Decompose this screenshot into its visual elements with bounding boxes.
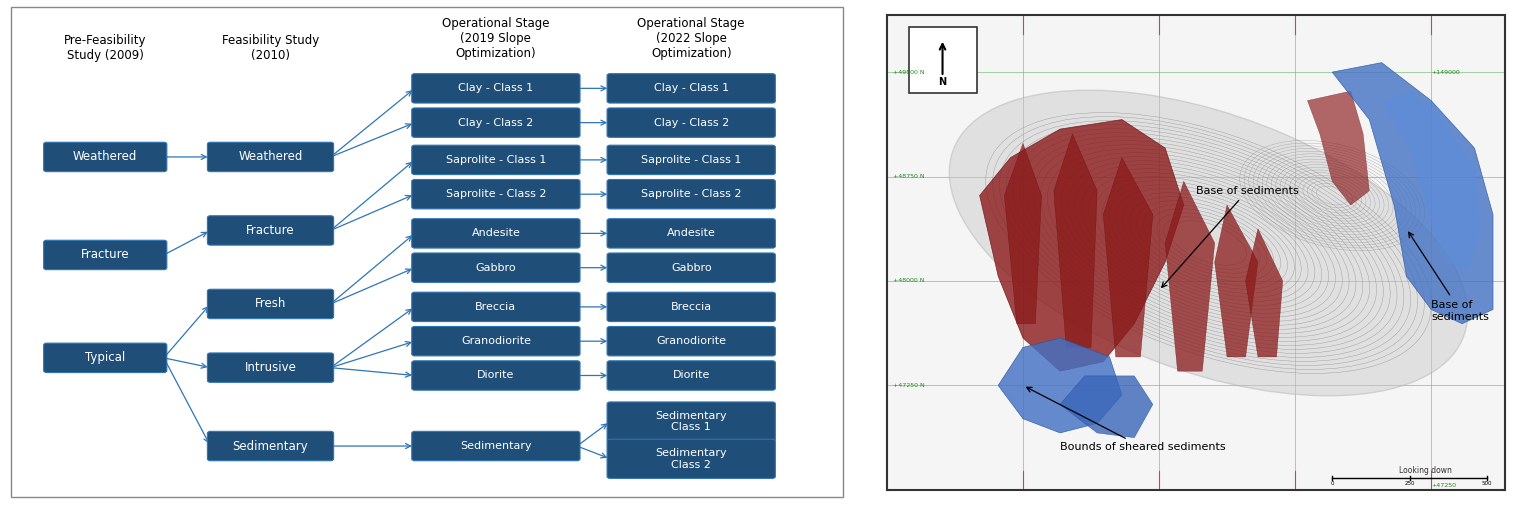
Text: Fresh: Fresh: [255, 297, 287, 311]
FancyBboxPatch shape: [412, 179, 581, 209]
Polygon shape: [1060, 376, 1152, 438]
FancyBboxPatch shape: [412, 327, 581, 356]
Text: N: N: [938, 77, 946, 87]
FancyBboxPatch shape: [412, 253, 581, 282]
Polygon shape: [1166, 181, 1214, 371]
Polygon shape: [1307, 91, 1369, 205]
FancyBboxPatch shape: [412, 74, 581, 103]
FancyBboxPatch shape: [412, 219, 581, 248]
FancyBboxPatch shape: [208, 142, 334, 172]
Polygon shape: [1246, 229, 1283, 357]
Text: Clay - Class 2: Clay - Class 2: [458, 118, 534, 128]
Text: +47250 N: +47250 N: [893, 383, 925, 388]
Text: Andesite: Andesite: [471, 228, 520, 238]
Text: Weathered: Weathered: [73, 150, 138, 164]
Text: Typical: Typical: [85, 351, 126, 364]
Text: +49500 N: +49500 N: [893, 70, 925, 75]
Polygon shape: [1054, 134, 1098, 347]
FancyBboxPatch shape: [208, 431, 334, 461]
FancyBboxPatch shape: [606, 439, 775, 478]
FancyBboxPatch shape: [412, 292, 581, 322]
FancyBboxPatch shape: [606, 402, 775, 441]
Text: 250: 250: [1404, 481, 1414, 486]
Text: Fracture: Fracture: [80, 248, 129, 262]
Text: 0: 0: [1331, 481, 1334, 486]
Text: Gabbro: Gabbro: [672, 263, 711, 273]
Text: Granodiorite: Granodiorite: [656, 336, 726, 346]
FancyBboxPatch shape: [412, 145, 581, 175]
Text: Operational Stage
(2019 Slope
Optimization): Operational Stage (2019 Slope Optimizati…: [443, 17, 550, 60]
Text: +149000: +149000: [1431, 70, 1460, 75]
Text: Breccia: Breccia: [670, 302, 713, 312]
Text: Feasibility Study
(2010): Feasibility Study (2010): [221, 34, 320, 63]
Polygon shape: [1005, 143, 1041, 324]
Text: Clay - Class 1: Clay - Class 1: [653, 83, 729, 93]
Text: 500: 500: [1481, 481, 1492, 486]
FancyBboxPatch shape: [606, 219, 775, 248]
FancyBboxPatch shape: [606, 292, 775, 322]
Text: Base of
sediments: Base of sediments: [1408, 232, 1489, 322]
Polygon shape: [1333, 63, 1493, 324]
FancyBboxPatch shape: [606, 74, 775, 103]
Text: Saprolite - Class 1: Saprolite - Class 1: [446, 155, 546, 165]
Text: Pre-Feasibility
Study (2009): Pre-Feasibility Study (2009): [64, 34, 147, 63]
Polygon shape: [1381, 91, 1481, 272]
Text: Looking down: Looking down: [1399, 466, 1451, 475]
Text: +48750 N: +48750 N: [893, 174, 925, 179]
Text: Saprolite - Class 2: Saprolite - Class 2: [446, 189, 546, 199]
FancyBboxPatch shape: [606, 361, 775, 390]
FancyBboxPatch shape: [606, 179, 775, 209]
Text: Sedimentary
Class 2: Sedimentary Class 2: [655, 448, 728, 470]
Text: Gabbro: Gabbro: [476, 263, 515, 273]
Text: Base of sediments: Base of sediments: [1161, 185, 1299, 287]
FancyBboxPatch shape: [412, 431, 581, 461]
Text: Diorite: Diorite: [673, 371, 709, 380]
Text: Breccia: Breccia: [476, 302, 517, 312]
Text: Sedimentary
Class 1: Sedimentary Class 1: [655, 411, 728, 432]
FancyBboxPatch shape: [412, 361, 581, 390]
FancyBboxPatch shape: [44, 142, 167, 172]
FancyBboxPatch shape: [44, 240, 167, 270]
Text: Clay - Class 1: Clay - Class 1: [458, 83, 534, 93]
FancyBboxPatch shape: [606, 327, 775, 356]
Text: Diorite: Diorite: [478, 371, 514, 380]
FancyBboxPatch shape: [208, 289, 334, 319]
FancyBboxPatch shape: [412, 108, 581, 137]
Text: Sedimentary: Sedimentary: [232, 439, 308, 452]
FancyBboxPatch shape: [606, 145, 775, 175]
Text: +47250: +47250: [1431, 483, 1457, 488]
FancyBboxPatch shape: [606, 108, 775, 137]
Polygon shape: [998, 338, 1122, 433]
FancyBboxPatch shape: [208, 216, 334, 245]
Text: Fracture: Fracture: [246, 224, 294, 237]
Polygon shape: [1214, 205, 1258, 357]
FancyBboxPatch shape: [908, 27, 976, 93]
Text: Weathered: Weathered: [238, 150, 303, 164]
FancyBboxPatch shape: [606, 253, 775, 282]
Text: Granodiorite: Granodiorite: [461, 336, 531, 346]
Ellipse shape: [949, 90, 1467, 396]
Text: Bounds of sheared sediments: Bounds of sheared sediments: [1026, 387, 1225, 452]
Text: Clay - Class 2: Clay - Class 2: [653, 118, 729, 128]
Polygon shape: [1104, 158, 1152, 357]
Text: Saprolite - Class 1: Saprolite - Class 1: [641, 155, 741, 165]
Text: Intrusive: Intrusive: [244, 361, 297, 374]
Text: +48000 N: +48000 N: [893, 278, 925, 283]
Text: Saprolite - Class 2: Saprolite - Class 2: [641, 189, 741, 199]
Polygon shape: [979, 120, 1184, 371]
Text: Andesite: Andesite: [667, 228, 716, 238]
FancyBboxPatch shape: [208, 353, 334, 382]
FancyBboxPatch shape: [44, 343, 167, 373]
Text: Operational Stage
(2022 Slope
Optimization): Operational Stage (2022 Slope Optimizati…: [637, 17, 744, 60]
Text: Sedimentary: Sedimentary: [459, 441, 532, 451]
